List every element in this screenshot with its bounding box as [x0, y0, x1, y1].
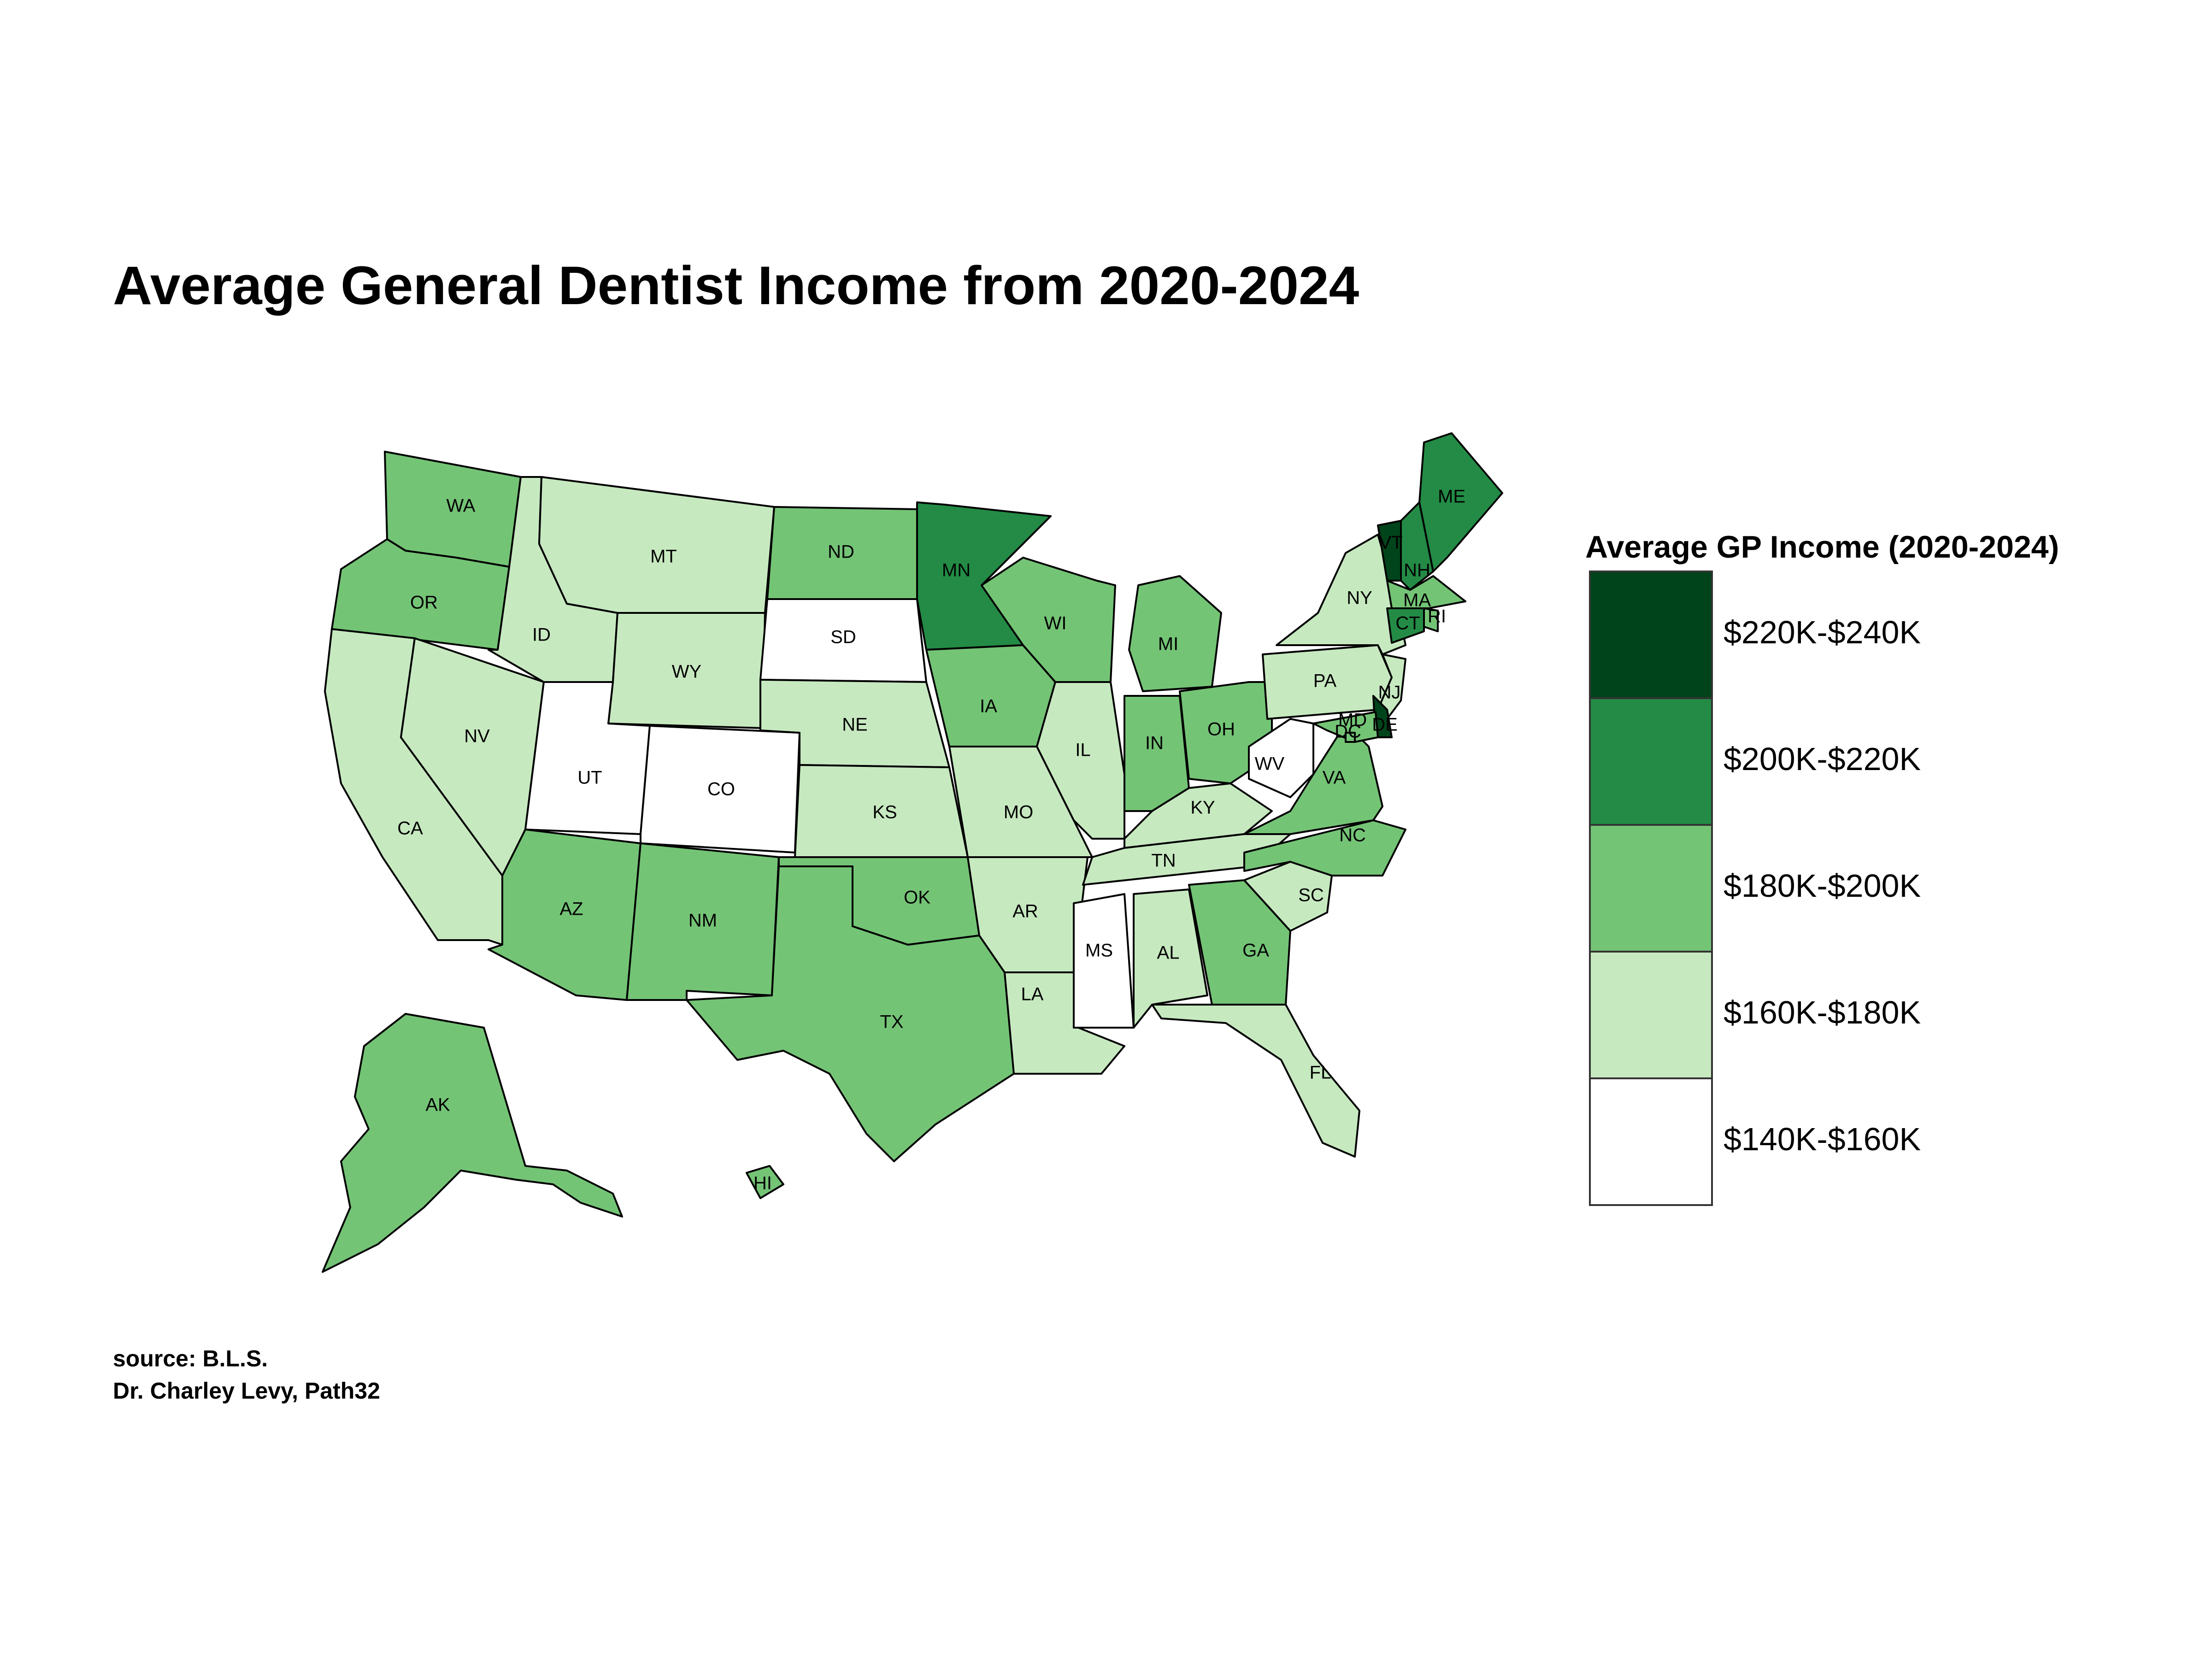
state-label-dc: DC: [1335, 722, 1361, 742]
caption-author: Dr. Charley Levy, Path32: [113, 1378, 380, 1404]
legend: Average GP Income (2020-2024) $220K-$240…: [1585, 529, 2059, 1206]
state-label-ky: KY: [1190, 798, 1215, 818]
legend-label-4: $140K-$160K: [1724, 1121, 1921, 1157]
state-label-wi: WI: [1044, 613, 1067, 634]
state-label-id: ID: [532, 625, 551, 645]
state-label-la: LA: [1021, 984, 1044, 1005]
legend-label-3: $160K-$180K: [1724, 994, 1921, 1030]
state-label-ny: NY: [1347, 588, 1372, 608]
state-il: [1036, 681, 1125, 840]
state-tx: [686, 865, 1015, 1162]
state-label-nd: ND: [828, 542, 854, 562]
state-label-ar: AR: [1012, 901, 1038, 922]
state-ak: [322, 1013, 623, 1273]
state-label-ak: AK: [425, 1095, 450, 1115]
state-label-md: MD: [1338, 710, 1367, 730]
state-label-mt: MT: [650, 547, 677, 567]
state-wy: [607, 612, 766, 729]
state-label-nj: NJ: [1378, 682, 1401, 703]
state-label-sd: SD: [830, 627, 856, 647]
legend-label-0: $220K-$240K: [1724, 614, 1921, 650]
state-label-fl: FL: [1310, 1063, 1331, 1083]
state-label-ut: UT: [577, 768, 602, 788]
state-label-hi: HI: [753, 1173, 772, 1194]
legend-key-4: [1589, 1077, 1713, 1206]
state-nh: [1400, 501, 1434, 591]
state-label-ks: KS: [872, 802, 897, 823]
state-label-nm: NM: [688, 911, 717, 931]
state-ms: [1073, 893, 1135, 1029]
legend-label-2: $180K-$200K: [1724, 868, 1921, 904]
state-label-nv: NV: [464, 726, 490, 747]
state-label-ia: IA: [980, 696, 997, 717]
legend-key-0: [1589, 571, 1713, 699]
state-va: [1243, 723, 1383, 835]
state-label-or: OR: [410, 593, 438, 613]
state-label-al: AL: [1157, 943, 1180, 963]
state-label-me: ME: [1438, 487, 1465, 507]
state-label-ms: MS: [1085, 941, 1113, 961]
map-title: Average General Dentist Income from 2020…: [113, 255, 1359, 316]
state-label-tx: TX: [880, 1012, 903, 1032]
state-md: [1312, 711, 1379, 743]
state-nc: [1243, 819, 1406, 877]
state-label-pa: PA: [1313, 671, 1337, 691]
state-ga: [1188, 879, 1291, 1006]
state-mt: [538, 476, 775, 614]
state-al: [1133, 888, 1208, 1029]
state-label-co: CO: [707, 779, 735, 800]
caption-source: source: B.L.S.: [113, 1346, 268, 1371]
state-label-tn: TN: [1151, 851, 1176, 871]
states-layer: [322, 432, 1503, 1273]
state-label-mi: MI: [1158, 634, 1178, 654]
state-wv: [1248, 718, 1314, 798]
state-label-mo: MO: [1004, 802, 1033, 823]
state-label-de: DE: [1372, 715, 1398, 735]
state-label-nc: NC: [1339, 825, 1366, 846]
state-label-ct: CT: [1395, 613, 1420, 634]
state-label-ma: MA: [1403, 590, 1431, 611]
state-dc: [1345, 732, 1356, 743]
state-label-sc: SC: [1298, 885, 1324, 906]
legend-key-1: [1589, 697, 1713, 826]
state-label-ri: RI: [1428, 606, 1446, 627]
legend-label-1: $200K-$220K: [1724, 741, 1921, 777]
state-label-az: AZ: [559, 899, 583, 919]
state-label-wa: WA: [447, 496, 476, 516]
state-ct: [1386, 607, 1425, 644]
state-label-oh: OH: [1207, 719, 1235, 740]
legend-key-2: [1589, 824, 1713, 953]
state-label-in: IN: [1145, 733, 1164, 753]
state-mo: [948, 746, 1093, 858]
legend-key-3: [1589, 951, 1713, 1079]
state-label-wv: WV: [1255, 754, 1285, 774]
state-label-nh: NH: [1404, 560, 1430, 581]
legend-title: Average GP Income (2020-2024): [1585, 529, 2059, 565]
state-label-mn: MN: [942, 560, 971, 581]
state-label-vt: VT: [1379, 533, 1402, 553]
state-label-ga: GA: [1242, 941, 1269, 961]
state-label-ok: OK: [904, 888, 930, 908]
state-label-ca: CA: [397, 818, 423, 839]
state-label-il: IL: [1075, 740, 1090, 760]
state-hi: [746, 1165, 784, 1199]
state-label-va: VA: [1323, 768, 1346, 788]
state-fl: [1151, 1004, 1360, 1158]
state-sc: [1243, 861, 1333, 932]
state-me: [1418, 432, 1503, 572]
state-label-ne: NE: [842, 715, 868, 735]
state-label-wy: WY: [672, 662, 701, 682]
state-labels-layer: WA OR CA NV ID MT WY UT CO AZ NM ND SD NE KS OK TX MN IA MO…: [397, 487, 1465, 1194]
